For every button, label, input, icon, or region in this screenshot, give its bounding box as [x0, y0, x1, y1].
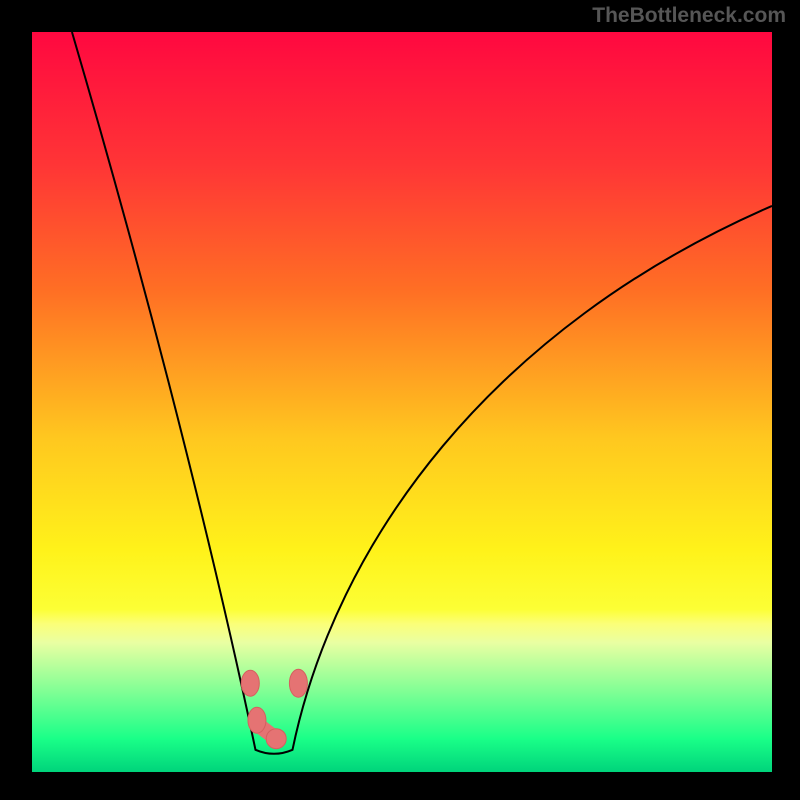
bottleneck-chart-svg — [0, 0, 800, 800]
optimal-range-marker — [266, 729, 286, 749]
optimal-range-marker — [289, 669, 307, 697]
optimal-range-marker — [248, 707, 266, 733]
chart-gradient-background — [32, 32, 772, 772]
optimal-range-marker — [241, 670, 259, 696]
chart-stage: TheBottleneck.com — [0, 0, 800, 800]
watermark-text: TheBottleneck.com — [592, 4, 786, 28]
